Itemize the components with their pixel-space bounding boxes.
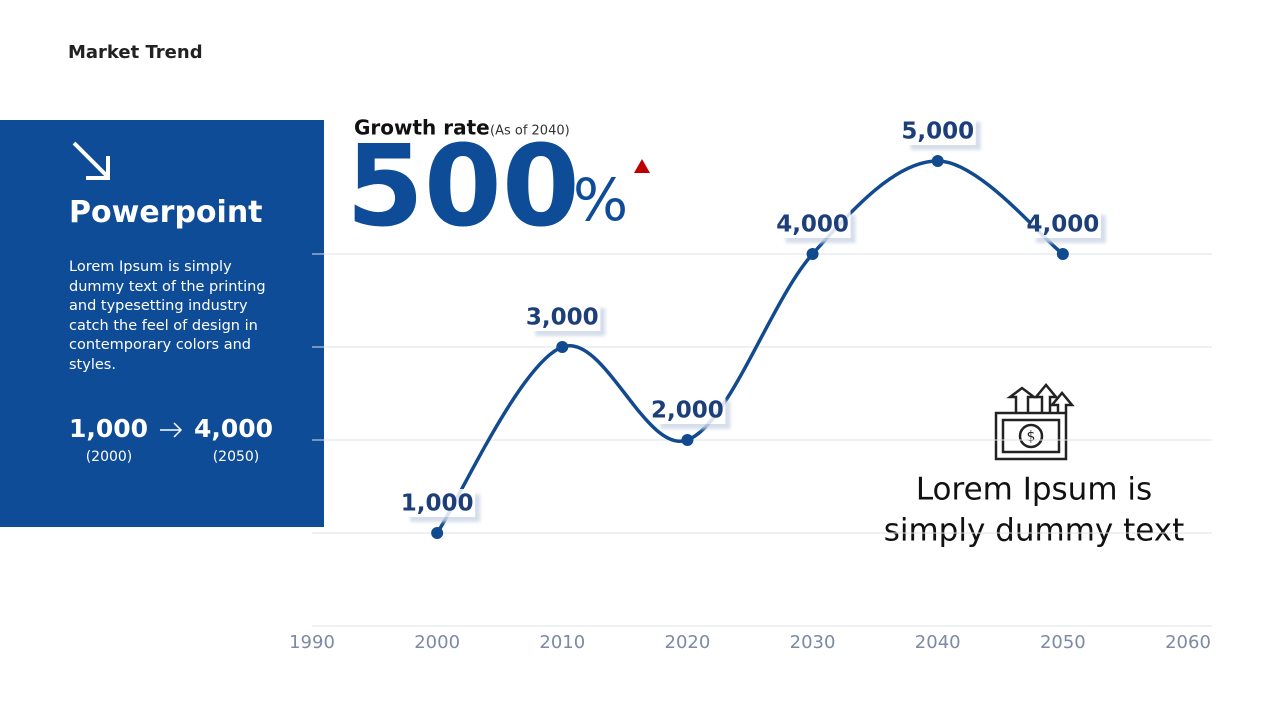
point: [431, 527, 444, 539]
point: [931, 155, 944, 167]
x-tick-label: 2030: [790, 632, 836, 653]
x-tick-label: 2020: [665, 632, 711, 653]
point: [806, 248, 819, 260]
money-icon: $: [994, 383, 1075, 461]
point: [681, 434, 694, 446]
x-tick-label: 2010: [539, 632, 585, 653]
data-label: 3,000: [526, 305, 599, 331]
data-label: 4,000: [776, 212, 849, 238]
point: [1056, 248, 1069, 260]
label-box: [905, 117, 976, 145]
data-label: 1,000: [401, 491, 474, 517]
label-box: [655, 396, 726, 424]
panel-heading: Powerpoint: [69, 195, 263, 230]
label-box: [780, 210, 851, 238]
x-tick-label: 1990: [289, 632, 335, 653]
data-label: 4,000: [1026, 212, 1099, 238]
data-label: 2,000: [651, 398, 724, 424]
up-triangle: [634, 159, 650, 173]
point: [556, 341, 569, 353]
growth-value: 500: [346, 122, 580, 252]
page-title: Market Trend: [68, 42, 203, 63]
to-year: (2050): [212, 449, 260, 465]
side-panel: [0, 120, 324, 527]
label-box: [405, 489, 476, 517]
callout-line: Lorem Ipsum is: [916, 472, 1152, 508]
from-value: 1,000: [69, 414, 149, 443]
growth-unit: %: [573, 166, 628, 234]
x-tick-label: 2060: [1165, 632, 1211, 653]
label-box: [530, 303, 601, 331]
panel-body: Lorem Ipsum is simply dummy text of the …: [69, 259, 266, 373]
x-tick-label: 2040: [915, 632, 961, 653]
data-label: 5,000: [901, 119, 974, 145]
arrow-icon: [72, 141, 110, 180]
growth-label: Growth rate: [354, 116, 490, 140]
transition-arrow: [160, 422, 183, 438]
svg-text:$: $: [1027, 429, 1036, 445]
to-value: 4,000: [194, 414, 274, 443]
label-box: [1030, 210, 1101, 238]
x-tick-label: 2000: [414, 632, 460, 653]
from-year: (2000): [85, 449, 133, 465]
callout-line: simply dummy text: [884, 513, 1185, 549]
x-tick-label: 2050: [1040, 632, 1086, 653]
growth-note: (As of 2040): [490, 124, 570, 139]
